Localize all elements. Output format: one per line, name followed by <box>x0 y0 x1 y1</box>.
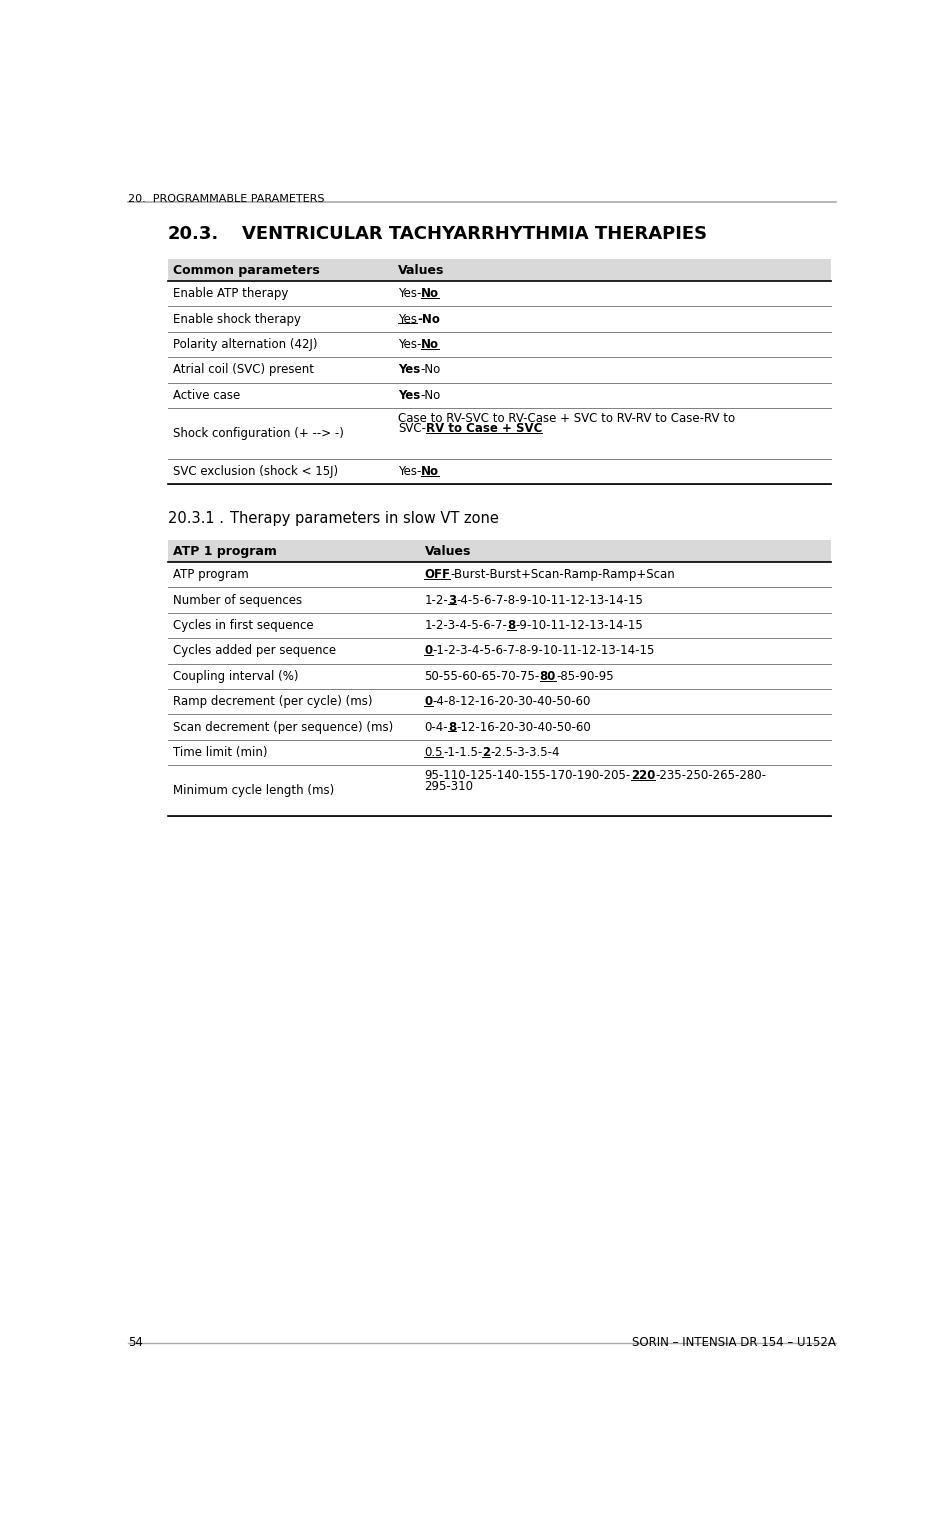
Text: 1-2-3-4-5-6-7-: 1-2-3-4-5-6-7- <box>424 619 507 632</box>
Text: Yes-: Yes- <box>398 337 422 351</box>
Text: -12-16-20-30-40-50-60: -12-16-20-30-40-50-60 <box>456 721 591 734</box>
Text: 20.  PROGRAMMABLE PARAMETERS: 20. PROGRAMMABLE PARAMETERS <box>129 195 325 204</box>
Text: 20.3.: 20.3. <box>168 225 219 242</box>
Text: SORIN – INTENSIA DR 154 – U152A: SORIN – INTENSIA DR 154 – U152A <box>632 1335 836 1349</box>
Text: -235-250-265-280-: -235-250-265-280- <box>655 770 766 782</box>
Text: -No: -No <box>421 389 440 402</box>
Text: Active case: Active case <box>172 389 240 402</box>
Text: Enable ATP therapy: Enable ATP therapy <box>172 287 288 300</box>
Text: Polarity alternation (42J): Polarity alternation (42J) <box>172 337 317 351</box>
Text: Values: Values <box>398 264 444 276</box>
Text: -4-8-12-16-20-30-40-50-60: -4-8-12-16-20-30-40-50-60 <box>433 696 591 708</box>
Text: -1-2-3-4-5-6-7-8-9-10-11-12-13-14-15: -1-2-3-4-5-6-7-8-9-10-11-12-13-14-15 <box>433 644 655 658</box>
Text: Yes-: Yes- <box>398 464 422 478</box>
Text: Atrial coil (SVC) present: Atrial coil (SVC) present <box>172 363 313 377</box>
Text: Enable shock therapy: Enable shock therapy <box>172 313 301 325</box>
Text: -No: -No <box>421 363 440 377</box>
Text: -85-90-95: -85-90-95 <box>556 670 614 682</box>
Text: Ramp decrement (per cycle) (ms): Ramp decrement (per cycle) (ms) <box>172 696 372 708</box>
Text: 8: 8 <box>507 619 516 632</box>
Text: Values: Values <box>424 544 470 558</box>
Text: 0.5: 0.5 <box>424 747 443 759</box>
Text: 20.3.1 .: 20.3.1 . <box>168 510 224 526</box>
Text: No: No <box>422 337 439 351</box>
Bar <box>168 259 831 281</box>
Text: Time limit (min): Time limit (min) <box>172 747 267 759</box>
Text: 0: 0 <box>424 644 433 658</box>
Text: 2: 2 <box>482 747 490 759</box>
Text: Yes: Yes <box>398 313 417 325</box>
Text: Yes: Yes <box>398 363 421 377</box>
Text: 1-2-: 1-2- <box>424 593 448 607</box>
Text: SVC-: SVC- <box>398 422 426 435</box>
Text: SVC exclusion (shock < 15J): SVC exclusion (shock < 15J) <box>172 464 338 478</box>
Text: Number of sequences: Number of sequences <box>172 593 302 607</box>
Text: 95-110-125-140-155-170-190-205-: 95-110-125-140-155-170-190-205- <box>424 770 630 782</box>
Text: 295-310: 295-310 <box>424 780 473 793</box>
Text: Common parameters: Common parameters <box>172 264 319 276</box>
Text: -2.5-3-3.5-4: -2.5-3-3.5-4 <box>490 747 560 759</box>
Text: Cycles added per sequence: Cycles added per sequence <box>172 644 336 658</box>
Text: 50-55-60-65-70-75-: 50-55-60-65-70-75- <box>424 670 540 682</box>
Text: Scan decrement (per sequence) (ms): Scan decrement (per sequence) (ms) <box>172 721 393 734</box>
Text: Therapy parameters in slow VT zone: Therapy parameters in slow VT zone <box>230 510 499 526</box>
Text: Minimum cycle length (ms): Minimum cycle length (ms) <box>172 785 334 797</box>
Text: -Burst-Burst+Scan-Ramp-Ramp+Scan: -Burst-Burst+Scan-Ramp-Ramp+Scan <box>451 569 676 581</box>
Text: RV to Case + SVC: RV to Case + SVC <box>426 422 542 435</box>
Bar <box>168 541 831 563</box>
Text: 0-4-: 0-4- <box>424 721 448 734</box>
Text: Yes: Yes <box>398 389 421 402</box>
Text: 54: 54 <box>129 1335 143 1349</box>
Text: -No: -No <box>417 313 439 325</box>
Text: -4-5-6-7-8-9-10-11-12-13-14-15: -4-5-6-7-8-9-10-11-12-13-14-15 <box>456 593 644 607</box>
Text: ATP 1 program: ATP 1 program <box>172 544 277 558</box>
Text: 220: 220 <box>630 770 655 782</box>
Text: 8: 8 <box>448 721 456 734</box>
Text: VENTRICULAR TACHYARRHYTHMIA THERAPIES: VENTRICULAR TACHYARRHYTHMIA THERAPIES <box>242 225 707 242</box>
Text: Cycles in first sequence: Cycles in first sequence <box>172 619 313 632</box>
Text: 3: 3 <box>448 593 456 607</box>
Text: 0: 0 <box>424 696 433 708</box>
Text: -1-1.5-: -1-1.5- <box>443 747 482 759</box>
Text: -9-10-11-12-13-14-15: -9-10-11-12-13-14-15 <box>516 619 644 632</box>
Text: OFF: OFF <box>424 569 451 581</box>
Text: No: No <box>422 287 439 300</box>
Text: Yes-: Yes- <box>398 287 422 300</box>
Text: No: No <box>422 464 439 478</box>
Text: ATP program: ATP program <box>172 569 248 581</box>
Text: Case to RV-SVC to RV-Case + SVC to RV-RV to Case-RV to: Case to RV-SVC to RV-Case + SVC to RV-RV… <box>398 411 735 425</box>
Text: Shock configuration (+ --> -): Shock configuration (+ --> -) <box>172 426 343 440</box>
Text: 80: 80 <box>540 670 556 682</box>
Text: Coupling interval (%): Coupling interval (%) <box>172 670 298 682</box>
